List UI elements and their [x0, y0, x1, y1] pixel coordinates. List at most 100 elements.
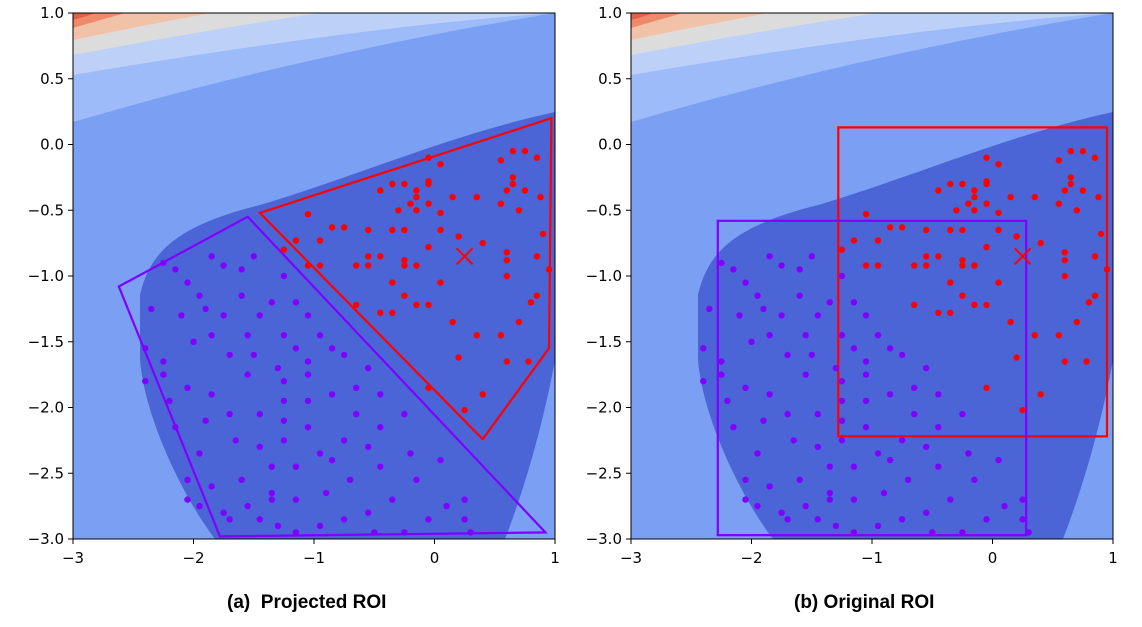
- scatter-point: [365, 364, 372, 372]
- scatter-point: [790, 437, 797, 444]
- scatter-point: [1061, 187, 1069, 194]
- scatter-point: [995, 209, 1002, 217]
- scatter-point: [316, 332, 324, 339]
- scatter-point: [244, 502, 251, 510]
- scatter-point: [947, 496, 954, 503]
- scatter-point: [1061, 249, 1069, 256]
- scatter-point: [395, 207, 402, 214]
- scatter-point: [965, 450, 972, 457]
- scatter-point: [537, 193, 544, 201]
- scatter-point: [292, 496, 300, 503]
- scatter-point: [449, 193, 456, 201]
- scatter-point: [971, 262, 978, 269]
- scatter-point: [515, 207, 523, 214]
- x-axis: −3 −2 −1 0 1: [620, 539, 1118, 567]
- scatter-point: [850, 299, 858, 306]
- y-tick-label: 1.0: [40, 4, 64, 22]
- scatter-point: [196, 292, 203, 299]
- center-marker: [1013, 247, 1032, 265]
- scatter-point: [838, 272, 846, 280]
- scatter-point: [340, 516, 348, 523]
- y-tick-label: 0.5: [598, 70, 622, 88]
- scatter-point: [898, 516, 906, 523]
- scatter-point: [515, 318, 523, 326]
- scatter-point: [425, 384, 432, 391]
- scatter-point: [995, 226, 1002, 234]
- scatter-point: [437, 161, 444, 168]
- scatter-point: [316, 237, 324, 244]
- y-tick-label: −1.5: [586, 333, 622, 351]
- scatter-point: [959, 226, 966, 234]
- scatter-point: [1007, 318, 1014, 326]
- scatter-point: [814, 516, 821, 523]
- scatter-point: [814, 312, 821, 319]
- scatter-point: [1067, 147, 1075, 155]
- scatter-point: [196, 450, 203, 457]
- scatter-point: [274, 364, 282, 372]
- scatter-point: [238, 476, 245, 483]
- scatter-point: [862, 211, 870, 218]
- scatter-point: [766, 253, 773, 260]
- scatter-point: [467, 529, 474, 536]
- scatter-point: [904, 476, 912, 483]
- scatter-point: [401, 529, 408, 536]
- scatter-point: [923, 364, 930, 372]
- scatter-point: [959, 529, 966, 536]
- scatter-point: [304, 211, 312, 218]
- scatter-point: [898, 224, 906, 231]
- scatter-point: [826, 299, 833, 306]
- scatter-point: [401, 262, 408, 269]
- y-tick-label: −1.0: [28, 267, 64, 285]
- scatter-point: [898, 437, 906, 444]
- scatter-point: [437, 226, 444, 234]
- scatter-point: [461, 496, 468, 503]
- contour-background: [631, 13, 1113, 539]
- scatter-point: [527, 299, 535, 306]
- scatter-point: [1025, 529, 1032, 536]
- scatter-point: [509, 174, 516, 181]
- scatter-point: [1097, 230, 1105, 238]
- scatter-point: [730, 424, 737, 431]
- scatter-point: [929, 529, 936, 536]
- scatter-point: [898, 351, 906, 359]
- scatter-point: [142, 378, 149, 385]
- scatter-point: [983, 178, 990, 185]
- scatter-point: [172, 266, 179, 273]
- scatter-point: [292, 299, 300, 306]
- scatter-point: [971, 476, 978, 483]
- x-tick-label: −1: [303, 549, 325, 567]
- scatter-point: [184, 384, 191, 391]
- scatter-point: [389, 226, 396, 234]
- scatter-point: [983, 243, 990, 251]
- scatter-point: [268, 496, 275, 503]
- scatter-point: [316, 262, 324, 269]
- scatter-point: [700, 345, 707, 352]
- y-tick-label: −2.0: [28, 399, 64, 417]
- scatter-point: [503, 249, 510, 256]
- scatter-point: [353, 410, 360, 418]
- scatter-point: [509, 180, 516, 188]
- scatter-point: [413, 301, 420, 309]
- scatter-point: [353, 301, 360, 309]
- scatter-point: [304, 262, 312, 269]
- scatter-point: [256, 410, 263, 418]
- scatter-point: [268, 299, 275, 306]
- scatter-point: [923, 253, 930, 260]
- scatter-point: [1007, 193, 1014, 201]
- y-tick-label: 0.0: [598, 136, 622, 154]
- scatter-point: [862, 262, 870, 269]
- scatter-point: [533, 253, 541, 260]
- scatter-point: [838, 378, 846, 385]
- panel-original-roi: −3 −2 −1 0 1 1.0 0.5 0.0 −0.5 −1.0 −1.5 −2.0 −2.5 −3…: [586, 4, 1118, 567]
- y-tick-label: 0.5: [40, 70, 64, 88]
- scatter-point: [959, 257, 966, 264]
- scatter-point: [545, 266, 553, 273]
- scatter-point: [316, 450, 324, 457]
- scatter-point: [935, 253, 942, 260]
- scatter-point: [497, 157, 504, 164]
- y-axis: 1.0 0.5 0.0 −0.5 −1.0 −1.5 −2.0 −2.5 −3.0: [586, 4, 631, 548]
- scatter-point: [718, 358, 725, 365]
- scatter-point: [365, 509, 372, 516]
- scatter-point: [802, 371, 809, 378]
- x-axis: −3 −2 −1 0 1: [62, 539, 560, 567]
